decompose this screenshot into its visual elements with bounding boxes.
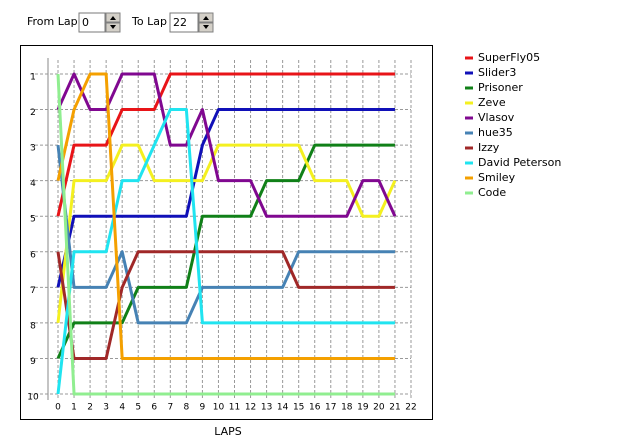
y-tick-label: 6 xyxy=(30,250,36,260)
legend-label: Izzy xyxy=(478,141,500,154)
y-tick-label: 4 xyxy=(30,179,36,189)
y-tick-label: 5 xyxy=(30,215,36,225)
legend-label: Vlasov xyxy=(478,111,515,124)
x-tick-label: 11 xyxy=(229,403,240,413)
legend-label: SuperFly05 xyxy=(478,51,540,64)
series-line xyxy=(56,144,395,325)
x-tick-label: 8 xyxy=(183,403,189,413)
x-tick-label: 20 xyxy=(373,403,385,413)
y-tick-label: 9 xyxy=(30,357,36,367)
x-tick-label: 14 xyxy=(277,403,289,413)
y-tick-label: 2 xyxy=(30,108,36,118)
series-line xyxy=(56,250,395,360)
y-tick-label: 1 xyxy=(30,73,36,83)
legend-label: David Peterson xyxy=(478,156,561,169)
series-line xyxy=(56,72,395,217)
x-tick-label: 5 xyxy=(135,403,141,413)
series-line xyxy=(56,72,395,360)
x-tick-label: 0 xyxy=(55,403,61,413)
x-tick-label: 2 xyxy=(87,403,93,413)
from-spinner[interactable] xyxy=(105,12,121,33)
to-value[interactable]: 22 xyxy=(173,16,187,29)
x-tick-label: 15 xyxy=(293,403,304,413)
from-label: From Lap xyxy=(27,15,78,28)
y-tick-label: 8 xyxy=(30,321,36,331)
to-input[interactable] xyxy=(169,12,199,33)
x-tick-label: 4 xyxy=(119,403,125,413)
x-tick-label: 6 xyxy=(151,403,157,413)
legend-label: Smiley xyxy=(478,171,516,184)
x-tick-label: 18 xyxy=(341,403,353,413)
x-tick-label: 9 xyxy=(200,403,206,413)
x-tick-label: 10 xyxy=(213,403,225,413)
legend-label: Prisoner xyxy=(478,81,523,94)
legend-label: hue35 xyxy=(478,126,513,139)
x-tick-label: 12 xyxy=(245,403,256,413)
series-line xyxy=(56,72,397,218)
legend-label: Slider3 xyxy=(478,66,516,79)
x-tick-label: 17 xyxy=(325,403,336,413)
legend-label: Zeve xyxy=(478,96,506,109)
chart-frame xyxy=(20,45,433,420)
x-tick-label: 3 xyxy=(103,403,109,413)
x-tick-label: 19 xyxy=(357,403,369,413)
y-tick-label: 3 xyxy=(30,144,36,154)
x-tick-label: 1 xyxy=(71,403,77,413)
x-tick-label: 7 xyxy=(167,403,173,413)
series-line xyxy=(56,143,397,324)
x-tick-label: 16 xyxy=(309,403,321,413)
to-label: To Lap xyxy=(131,15,167,28)
y-tick-label: 7 xyxy=(30,286,36,296)
to-spinner[interactable] xyxy=(198,12,214,33)
from-value[interactable]: 0 xyxy=(82,16,89,29)
x-axis-label: LAPS xyxy=(214,425,242,438)
x-tick-label: 13 xyxy=(261,403,272,413)
x-tick-label: 22 xyxy=(405,403,416,413)
y-tick-label: 10 xyxy=(27,393,39,403)
from-input[interactable] xyxy=(78,12,106,33)
x-tick-label: 21 xyxy=(389,403,400,413)
legend-label: Code xyxy=(478,186,506,199)
series-line xyxy=(56,73,395,396)
